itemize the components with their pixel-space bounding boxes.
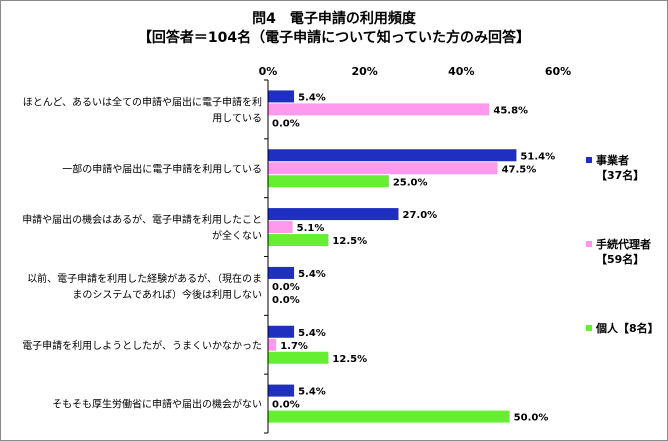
data-label: 25.0% (393, 177, 428, 188)
bar (268, 208, 399, 221)
bar (268, 266, 295, 279)
category-label: 一部の申請や届出に電子申請を利用している (62, 162, 262, 175)
data-label: 50.0% (514, 413, 549, 424)
legend-count-business: 【37名】 (596, 169, 645, 182)
bar (268, 410, 510, 423)
bar (268, 149, 517, 162)
legend-item-individual: 個人【8名】 (586, 321, 659, 336)
chart-title: 問4 電子申請の利用頻度 (252, 11, 416, 27)
category-label: が全くない (212, 229, 262, 242)
data-label: 5.4% (298, 328, 326, 339)
category-label: ほとんど、あるいは全ての申請や届出に電子申請を利 (23, 95, 262, 108)
bar (268, 325, 295, 338)
data-label: 27.0% (403, 210, 438, 221)
category-label: 用している (212, 112, 262, 124)
legend-count-agent: 【59名】 (596, 253, 645, 266)
bar (268, 162, 498, 175)
x-tick-label: 40% (448, 65, 474, 78)
data-label: 47.5% (502, 164, 537, 175)
category-label: 電子申請を利用しようとしたが、うまくいかなかった (22, 339, 262, 352)
legend-swatch-agent (586, 241, 592, 247)
legend-swatch-individual (586, 325, 592, 331)
category-label: 申請や届出の機会はあるが、電子申請を利用したこと (22, 213, 262, 226)
data-label: 5.4% (298, 269, 326, 280)
legend-item-agent: 手続代理者 【59名】 (586, 237, 651, 267)
legend-label-agent: 手続代理者 (596, 238, 651, 251)
category-label: まのシステムであれば）今後は利用しない (72, 288, 262, 301)
bar (268, 175, 389, 188)
data-label: 0.0% (272, 295, 300, 306)
x-tick-label: 60% (545, 65, 571, 78)
data-label: 0.0% (272, 118, 300, 129)
bar (268, 234, 329, 247)
category-label: 以前、電子申請を利用した経験があるが、（現在のま (27, 272, 262, 285)
data-label: 51.4% (520, 151, 555, 162)
data-label: 0.0% (272, 282, 300, 293)
bar (268, 351, 329, 364)
bar (268, 221, 293, 234)
x-tick-label: 0% (259, 65, 278, 78)
data-label: 45.8% (493, 105, 528, 116)
legend-label-business: 事業者 (596, 154, 629, 167)
data-label: 1.7% (280, 341, 308, 352)
data-label: 5.4% (298, 92, 326, 103)
bar (268, 90, 295, 103)
legend-item-business: 事業者 【37名】 (586, 153, 645, 183)
bar (268, 338, 277, 351)
data-label: 12.5% (332, 236, 367, 247)
data-label: 0.0% (272, 400, 300, 411)
legend-label-individual: 個人【8名】 (596, 322, 659, 335)
category-label: そもそも厚生労働省に申請や届出の機会がない (52, 398, 262, 411)
data-label: 12.5% (332, 354, 367, 365)
legend-swatch-business (586, 157, 592, 163)
chart-subtitle: 【回答者＝104名（電子申請について知っていた方のみ回答】 (137, 30, 531, 46)
x-tick-label: 20% (351, 65, 377, 78)
bar (268, 384, 295, 397)
data-label: 5.4% (298, 387, 326, 398)
data-label: 5.1% (297, 223, 325, 234)
bar (268, 103, 490, 116)
